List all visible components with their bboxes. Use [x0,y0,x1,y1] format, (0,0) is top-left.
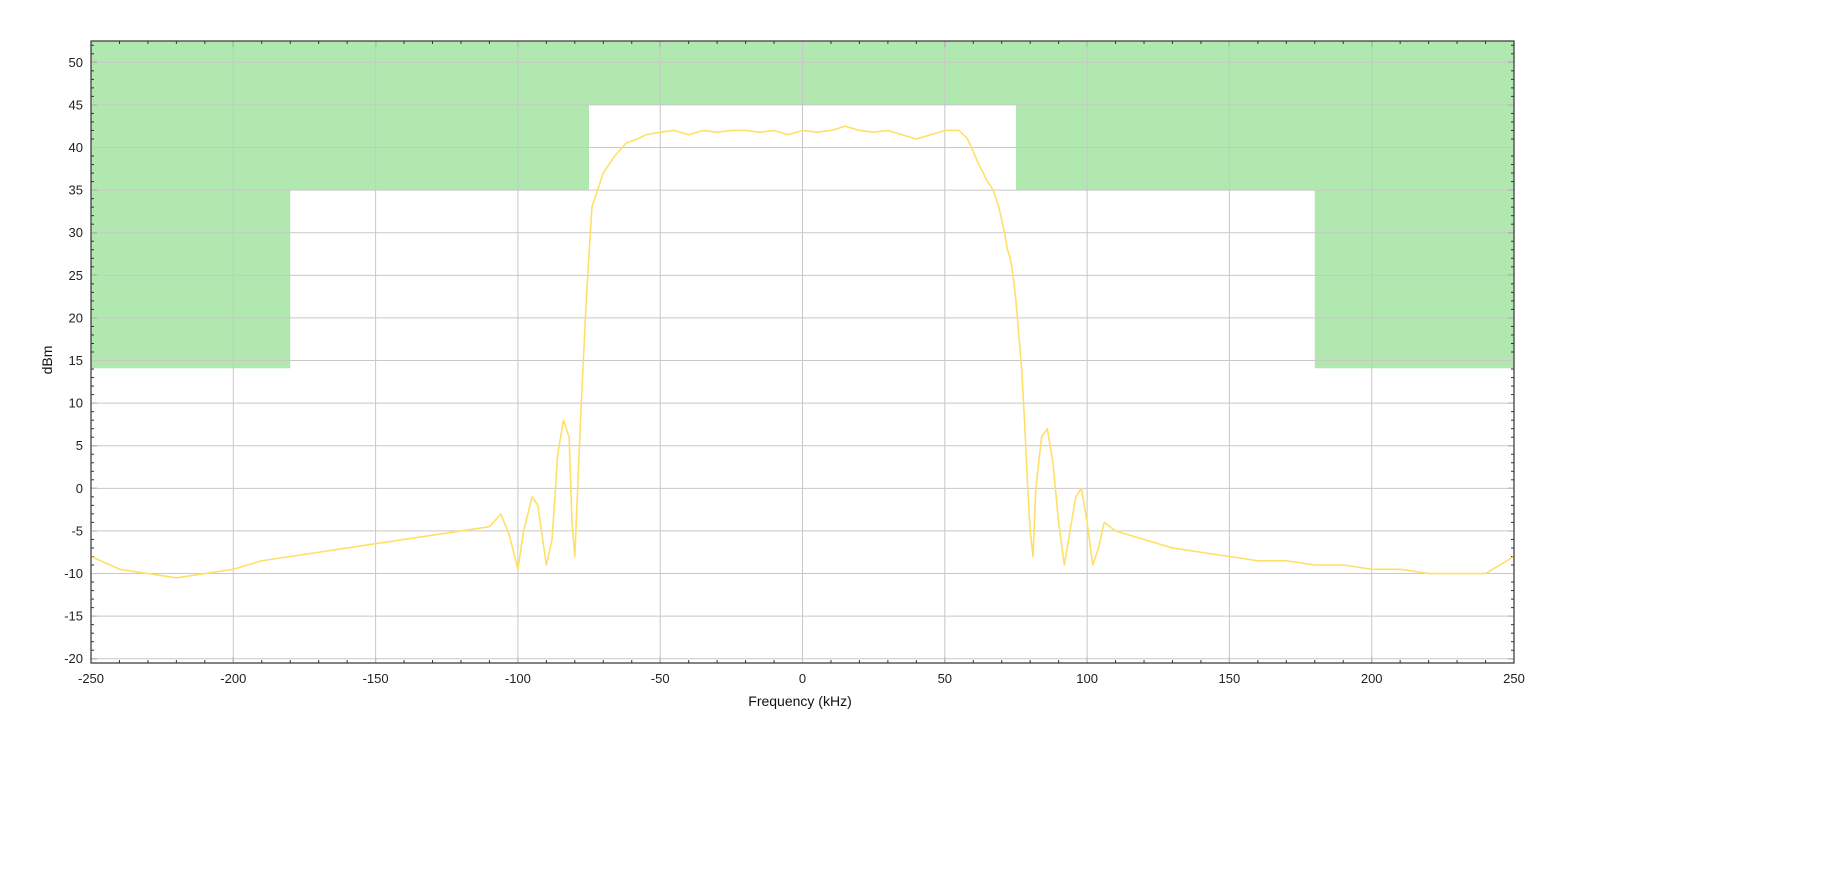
x-axis-title: Frequency (kHz) [748,693,851,709]
plot-area-border [90,40,1515,664]
x-tick-label: 150 [1219,671,1241,686]
x-tick-label: -100 [505,671,531,686]
y-tick-label: 10 [69,396,83,411]
plot-frame [90,40,1515,664]
x-tick-label: 0 [799,671,806,686]
x-tick-labels: -250 -200 -150 -100 -50 0 50 100 150 200 250 [78,671,1525,686]
y-tick-label: -20 [64,651,83,666]
spectrum-trace [90,125,1515,579]
y-tick-label: 20 [69,310,83,325]
x-tick-label: 200 [1361,671,1383,686]
x-tick-label: -150 [363,671,389,686]
y-tick-label: -15 [64,609,83,624]
x-tick-label: -200 [220,671,246,686]
y-tick-label: 30 [69,225,83,240]
y-tick-label: 40 [69,140,83,155]
y-tick-label: 0 [76,481,83,496]
spectrum-mask-layer [91,41,1514,369]
trace-layer [90,125,1515,579]
y-tick-label: 15 [69,353,83,368]
x-tick-label: 250 [1503,671,1525,686]
x-tick-label: -250 [78,671,104,686]
spectrum-mask [91,41,1514,369]
grid-layer [90,41,1515,663]
y-axis-title: dBm [39,346,55,375]
y-tick-label: 25 [69,268,83,283]
y-tick-label: -5 [71,523,83,538]
y-tick-label: 5 [76,438,83,453]
x-tick-label: 50 [938,671,952,686]
y-tick-label: -10 [64,566,83,581]
y-tick-label: 35 [69,183,83,198]
x-tick-label: -50 [651,671,670,686]
y-tick-labels: -20 -15 -10 -5 0 5 10 15 20 25 30 35 40 45 50 [64,55,83,666]
y-tick-label: 50 [69,55,83,70]
x-tick-label: 100 [1076,671,1098,686]
y-tick-label: 45 [69,97,83,112]
